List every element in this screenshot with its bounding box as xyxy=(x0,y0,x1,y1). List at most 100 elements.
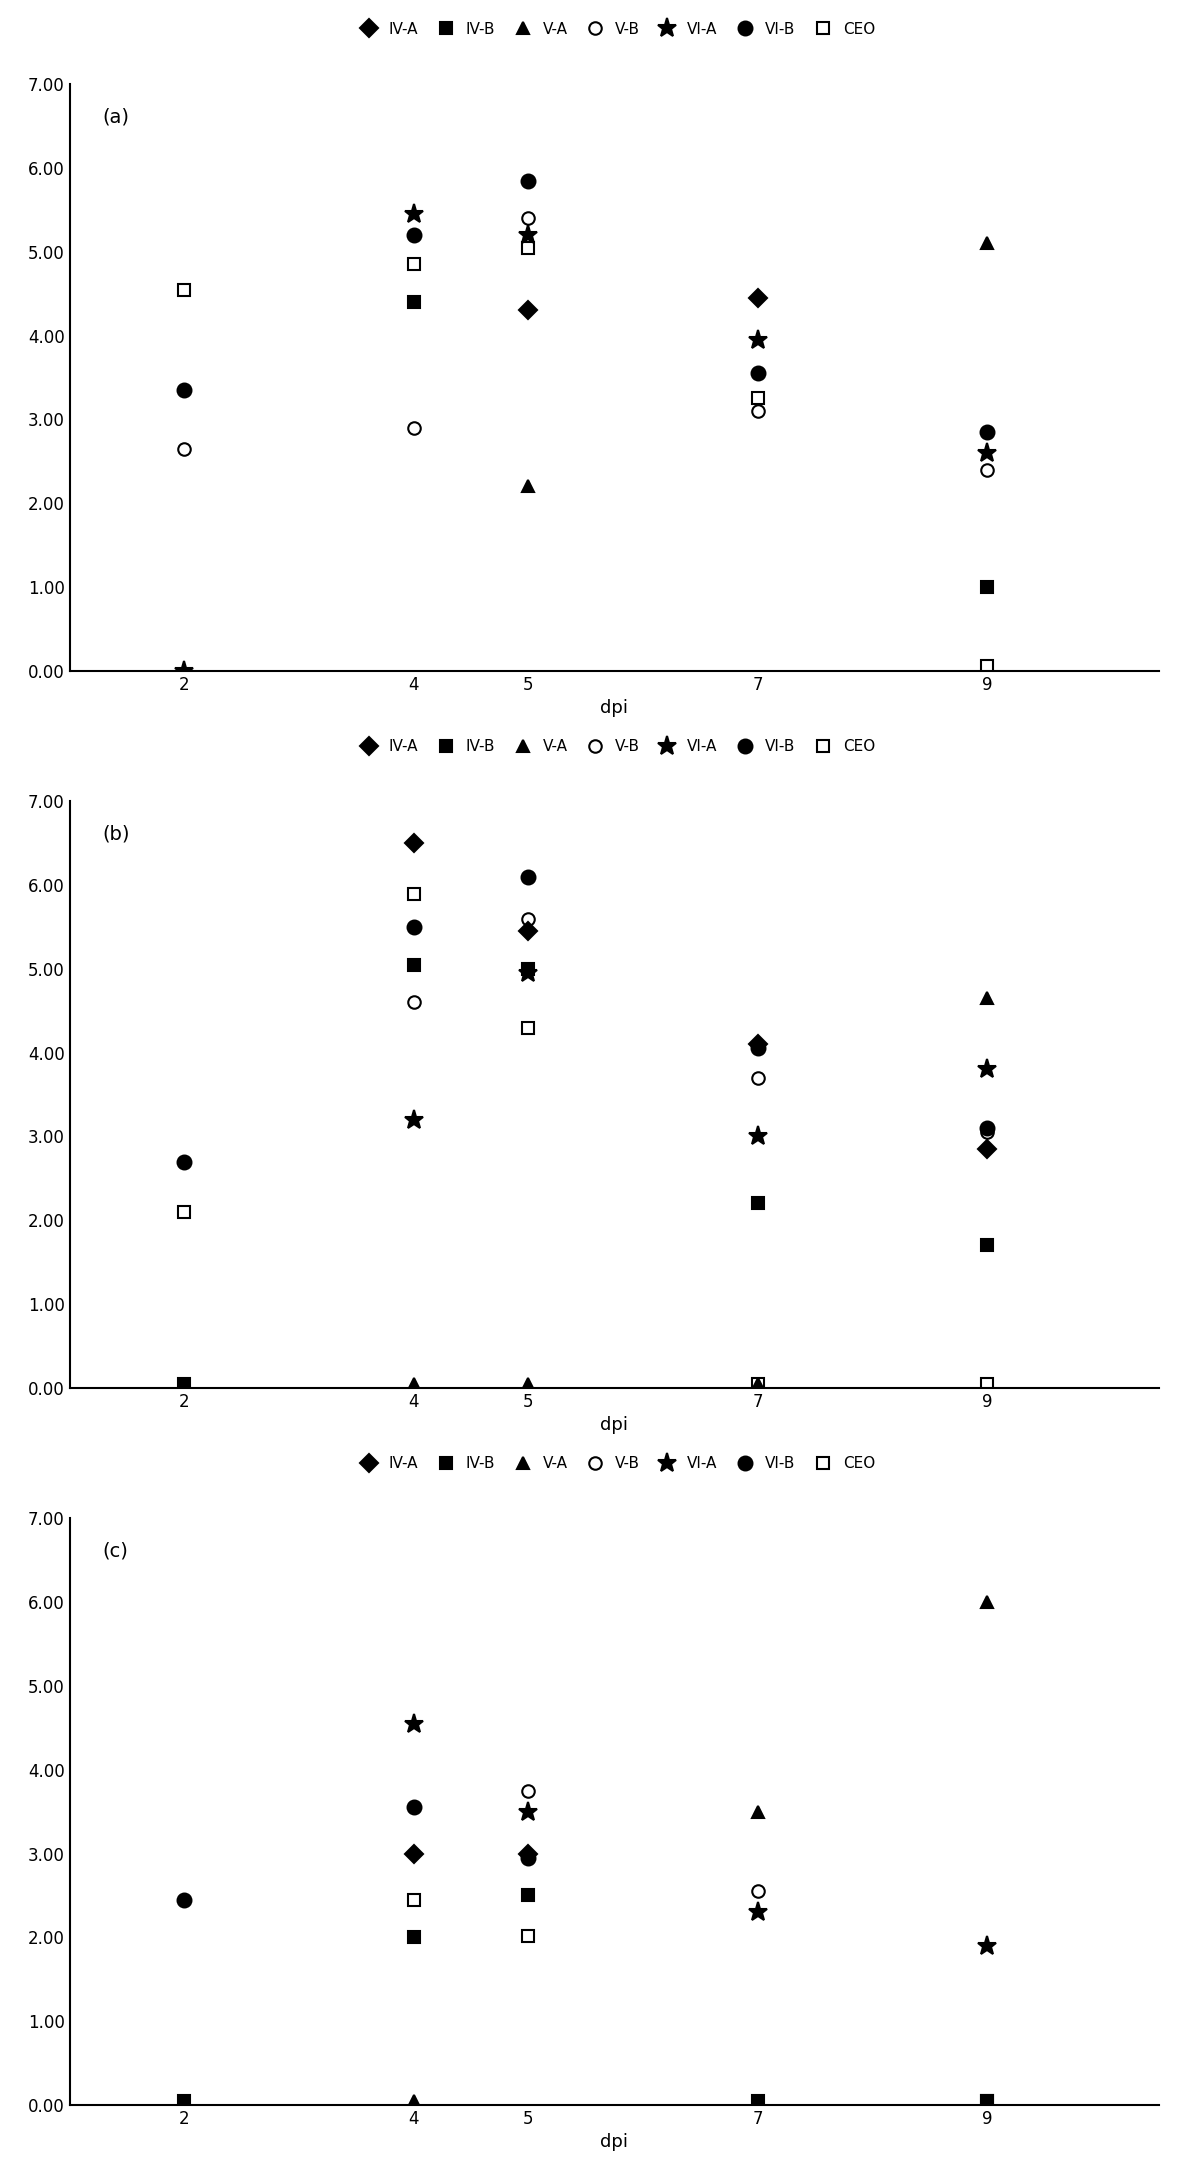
Line: IV-A: IV-A xyxy=(407,837,994,1155)
Line: IV-B: IV-B xyxy=(178,959,994,1390)
X-axis label: dpi: dpi xyxy=(601,2133,628,2151)
VI-B xyxy=(406,913,420,939)
Line: V-B: V-B xyxy=(178,211,994,475)
IV-A xyxy=(406,1841,420,1867)
VI-B xyxy=(406,222,420,248)
V-A xyxy=(980,985,995,1011)
CEO xyxy=(521,235,535,261)
VI-A xyxy=(177,658,191,684)
VI-A xyxy=(750,327,764,353)
CEO xyxy=(521,1015,535,1042)
V-B xyxy=(521,1778,535,1804)
VI-A xyxy=(750,1900,764,1926)
V-A xyxy=(406,2087,420,2114)
V-B xyxy=(980,458,995,484)
Line: IV-A: IV-A xyxy=(407,1848,534,1859)
Line: VI-A: VI-A xyxy=(404,1715,997,1955)
VI-B xyxy=(406,1793,420,1819)
VI-B xyxy=(177,377,191,403)
Line: CEO: CEO xyxy=(178,887,994,1390)
VI-A xyxy=(406,1711,420,1737)
IV-B xyxy=(980,573,995,599)
IV-B xyxy=(980,2087,995,2114)
IV-A xyxy=(980,1135,995,1161)
CEO xyxy=(406,251,420,277)
V-B xyxy=(406,989,420,1015)
X-axis label: dpi: dpi xyxy=(601,1416,628,1434)
VI-A xyxy=(750,1124,764,1151)
VI-A xyxy=(980,1933,995,1959)
V-A xyxy=(980,1588,995,1615)
VI-B xyxy=(521,863,535,889)
IV-A xyxy=(406,830,420,856)
VI-B xyxy=(750,360,764,386)
VI-A xyxy=(406,1107,420,1133)
IV-A xyxy=(750,285,764,312)
VI-B xyxy=(177,1887,191,1913)
V-B xyxy=(750,1066,764,1092)
IV-B xyxy=(406,1924,420,1950)
IV-A xyxy=(521,296,535,322)
V-A xyxy=(406,1371,420,1397)
CEO xyxy=(521,1922,535,1948)
Line: V-B: V-B xyxy=(522,1785,764,1898)
VI-B xyxy=(521,1846,535,1872)
V-A xyxy=(750,1798,764,1824)
Line: VI-B: VI-B xyxy=(177,1800,535,1907)
VI-A xyxy=(521,222,535,248)
Line: VI-B: VI-B xyxy=(177,869,994,1168)
VI-A xyxy=(521,1798,535,1824)
CEO xyxy=(750,386,764,412)
IV-B xyxy=(521,1883,535,1909)
Line: VI-A: VI-A xyxy=(404,963,997,1146)
IV-A xyxy=(521,1841,535,1867)
V-B xyxy=(177,436,191,462)
V-A xyxy=(521,1371,535,1397)
VI-B xyxy=(521,168,535,194)
IV-B xyxy=(750,1190,764,1216)
V-A xyxy=(521,473,535,499)
CEO xyxy=(980,1371,995,1397)
CEO xyxy=(750,1371,764,1397)
Line: CEO: CEO xyxy=(178,242,994,673)
Legend: IV-A, IV-B, V-A, V-B, VI-A, VI-B, CEO: IV-A, IV-B, V-A, V-B, VI-A, VI-B, CEO xyxy=(348,15,881,44)
VI-B xyxy=(980,1116,995,1142)
Line: V-B: V-B xyxy=(407,913,994,1137)
IV-B xyxy=(177,2087,191,2114)
Text: (b): (b) xyxy=(102,826,129,843)
IV-B xyxy=(406,290,420,316)
Legend: IV-A, IV-B, V-A, V-B, VI-A, VI-B, CEO: IV-A, IV-B, V-A, V-B, VI-A, VI-B, CEO xyxy=(348,1449,881,1477)
Line: V-A: V-A xyxy=(407,1595,994,2107)
V-B xyxy=(521,205,535,231)
CEO xyxy=(980,654,995,680)
V-B xyxy=(750,1878,764,1904)
V-A xyxy=(980,231,995,257)
IV-B xyxy=(521,957,535,983)
Line: V-A: V-A xyxy=(522,238,994,492)
CEO xyxy=(406,880,420,906)
X-axis label: dpi: dpi xyxy=(601,699,628,717)
V-B xyxy=(750,399,764,425)
IV-A xyxy=(750,1031,764,1057)
Line: IV-B: IV-B xyxy=(407,296,994,593)
Text: (c): (c) xyxy=(102,1543,128,1560)
VI-A xyxy=(521,961,535,987)
IV-B xyxy=(406,952,420,978)
VI-A xyxy=(406,200,420,227)
IV-A xyxy=(521,917,535,944)
Line: IV-A: IV-A xyxy=(522,292,764,316)
Legend: IV-A, IV-B, V-A, V-B, VI-A, VI-B, CEO: IV-A, IV-B, V-A, V-B, VI-A, VI-B, CEO xyxy=(348,732,881,760)
Line: IV-B: IV-B xyxy=(178,1889,994,2107)
CEO xyxy=(177,1198,191,1225)
IV-B xyxy=(980,1233,995,1259)
Text: (a): (a) xyxy=(102,107,129,126)
Line: VI-B: VI-B xyxy=(177,174,994,438)
IV-B xyxy=(750,2087,764,2114)
VI-A xyxy=(980,1057,995,1083)
IV-B xyxy=(177,1371,191,1397)
V-A xyxy=(750,1371,764,1397)
Line: CEO: CEO xyxy=(407,1894,994,2107)
VI-A xyxy=(980,440,995,466)
V-B xyxy=(980,1120,995,1146)
Line: VI-A: VI-A xyxy=(174,205,997,680)
